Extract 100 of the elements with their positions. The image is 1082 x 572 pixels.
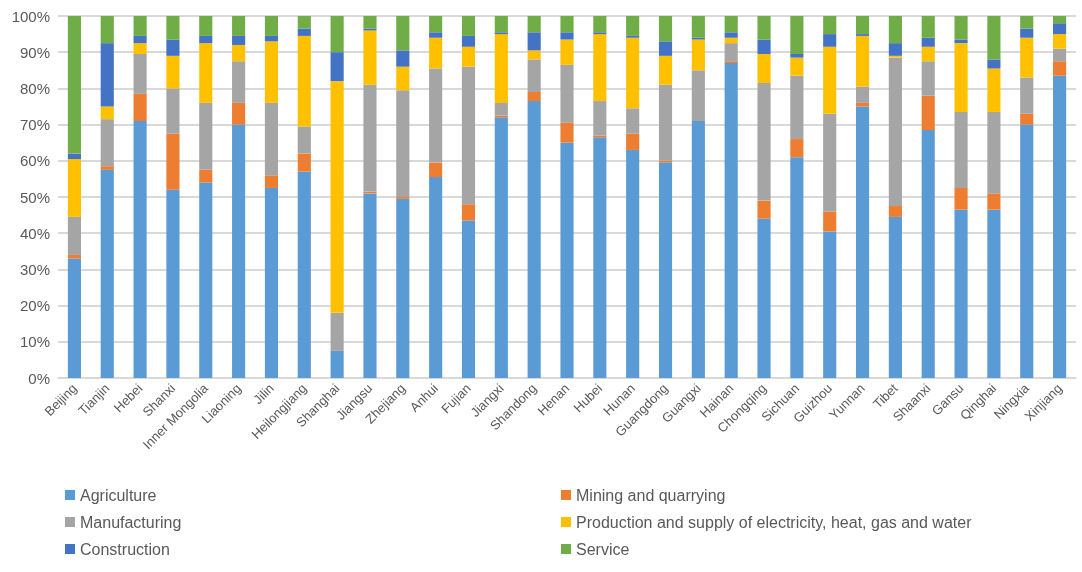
bar (855, 106, 870, 378)
bar (790, 139, 804, 158)
bar (921, 16, 935, 38)
bar (396, 198, 410, 378)
bar (67, 16, 81, 154)
bar (560, 142, 574, 378)
bar (855, 35, 870, 87)
bar (527, 32, 541, 51)
bar (954, 111, 968, 188)
bar (363, 84, 377, 192)
bar (691, 70, 705, 121)
bar (987, 59, 1001, 69)
legend-label: Service (576, 540, 630, 558)
bar (133, 54, 147, 94)
bar (954, 16, 968, 40)
bar (757, 54, 771, 83)
bar (593, 34, 607, 102)
bar (790, 54, 804, 58)
bar (823, 34, 837, 47)
bar (757, 218, 771, 378)
bar (461, 35, 476, 47)
bar (199, 182, 213, 378)
bar (921, 61, 935, 96)
bar (330, 52, 344, 82)
bar (330, 350, 344, 378)
bar (823, 231, 837, 378)
bar (987, 209, 1001, 378)
bar (199, 35, 213, 44)
bar (888, 216, 902, 378)
bar (494, 102, 508, 116)
bar (199, 169, 213, 183)
bar (987, 111, 1001, 194)
bar (888, 57, 902, 207)
bar (297, 171, 311, 378)
bar (724, 32, 738, 38)
bar (593, 137, 607, 378)
bar (396, 66, 410, 91)
bar (264, 187, 279, 378)
bar (724, 16, 738, 33)
bar (494, 34, 508, 103)
bar (987, 68, 1001, 112)
bar (626, 16, 640, 36)
y-tick-label: 60% (19, 152, 50, 170)
bar (1020, 37, 1034, 78)
legend-label: Construction (80, 540, 170, 558)
y-tick-label: 90% (19, 43, 50, 61)
bar (987, 16, 1001, 60)
bar (232, 44, 246, 62)
bar (560, 39, 574, 65)
bar (527, 16, 541, 33)
legend-label: Manufacturing (80, 513, 182, 531)
bar (724, 63, 738, 378)
bar (1020, 124, 1034, 378)
y-tick-label: 80% (19, 79, 50, 97)
bar (921, 46, 935, 62)
bar (297, 16, 311, 29)
bar (264, 41, 279, 103)
bar (954, 209, 968, 378)
bar (363, 193, 377, 378)
bar (527, 101, 541, 378)
bar (1020, 77, 1034, 114)
bar (494, 117, 508, 378)
bar (429, 68, 443, 163)
y-tick-label: 20% (19, 297, 50, 315)
bar (724, 37, 738, 44)
bar (658, 16, 673, 42)
bar (494, 16, 508, 33)
bar (921, 95, 935, 131)
bar (461, 204, 476, 221)
bar (232, 35, 246, 45)
bar (100, 106, 114, 120)
bar (232, 61, 246, 103)
bar (1053, 16, 1067, 24)
bar (199, 16, 213, 36)
bar (363, 16, 377, 29)
bar (560, 16, 574, 33)
bar (1053, 23, 1067, 35)
bar (67, 216, 81, 255)
bar (790, 75, 804, 140)
bar (757, 39, 771, 55)
bar (461, 220, 476, 378)
bar (396, 50, 410, 67)
bar (396, 90, 410, 197)
bar (166, 189, 180, 378)
bar (232, 124, 246, 378)
bar (888, 43, 902, 56)
bar (1020, 113, 1034, 125)
bar (790, 57, 804, 76)
bar (461, 66, 476, 205)
bar (297, 153, 311, 172)
bar (1053, 34, 1067, 49)
y-tick-label: 10% (19, 333, 50, 351)
bar (264, 35, 279, 42)
bar (823, 16, 837, 35)
bar (691, 16, 705, 38)
bar (67, 258, 81, 378)
bar (658, 162, 673, 378)
bar (429, 37, 443, 69)
bar (461, 16, 476, 36)
bar (330, 312, 344, 351)
